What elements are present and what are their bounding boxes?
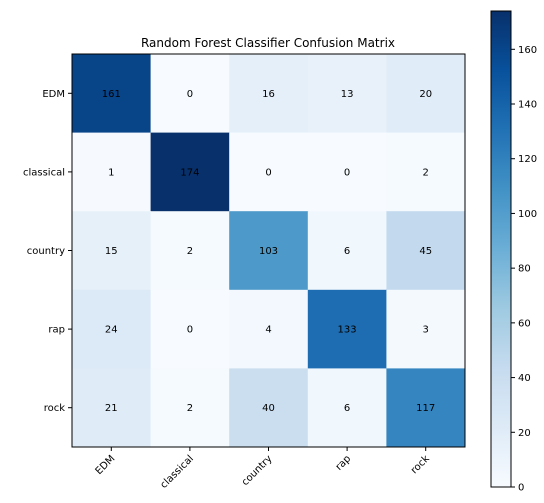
y-axis-ticks: EDM classical country rap rock	[23, 89, 72, 414]
x-tick-label: EDM	[94, 453, 118, 477]
x-tick-label: classical	[159, 453, 196, 490]
y-tick-label: country	[27, 246, 65, 257]
y-tick-label: rap	[48, 325, 65, 336]
cell-value-label: 133	[338, 325, 357, 336]
x-tick-label: country	[240, 453, 275, 488]
cell-value-label: 1	[108, 167, 114, 178]
colorbar-tick-label: 20	[518, 428, 531, 439]
cell-value-label: 13	[341, 89, 354, 100]
cell-value-label: 0	[187, 325, 193, 336]
y-tick-label: classical	[23, 167, 65, 178]
colorbar-tick-label: 40	[518, 373, 531, 384]
colorbar-tick-label: 160	[518, 45, 537, 56]
colorbar-tick-label: 140	[518, 100, 537, 111]
cell-value-label: 2	[187, 246, 193, 257]
cell-value-label: 117	[416, 403, 435, 414]
chart-title: Random Forest Classifier Confusion Matri…	[141, 36, 395, 50]
cell-value-label: 6	[344, 246, 350, 257]
cell-value-label: 103	[259, 246, 278, 257]
cell-value-label: 0	[187, 89, 193, 100]
cell-value-label: 40	[262, 403, 275, 414]
cell-value-label: 24	[105, 325, 118, 336]
cell-value-label: 0	[265, 167, 271, 178]
cell-value-label: 2	[423, 167, 429, 178]
colorbar-tick-label: 120	[518, 154, 537, 165]
colorbar-tick-label: 100	[518, 209, 537, 220]
cell-value-label: 45	[419, 246, 432, 257]
cell-value-label: 20	[419, 89, 432, 100]
cell-value-label: 15	[105, 246, 118, 257]
colorbar	[491, 11, 511, 487]
cell-value-label: 0	[344, 167, 350, 178]
cell-value-label: 16	[262, 89, 275, 100]
cell-value-label: 4	[265, 325, 271, 336]
y-tick-label: rock	[44, 403, 66, 414]
y-tick-label: EDM	[42, 89, 65, 100]
cell-value-label: 161	[102, 89, 121, 100]
cell-value-label: 174	[180, 167, 199, 178]
colorbar-tick-label: 60	[518, 318, 531, 329]
colorbar-ticks: 0 20 40 60 80 100 120 140 160	[511, 45, 537, 494]
colorbar-tick-label: 80	[518, 264, 531, 275]
x-tick-label: rock	[409, 453, 432, 476]
cell-value-label: 3	[423, 325, 429, 336]
x-axis-ticks: EDM classical country rap rock	[94, 447, 432, 491]
colorbar-tick-label: 0	[518, 483, 524, 494]
cell-value-label: 2	[187, 403, 193, 414]
cell-value-label: 6	[344, 403, 350, 414]
cell-value-label: 21	[105, 403, 118, 414]
x-tick-label: rap	[334, 453, 354, 473]
